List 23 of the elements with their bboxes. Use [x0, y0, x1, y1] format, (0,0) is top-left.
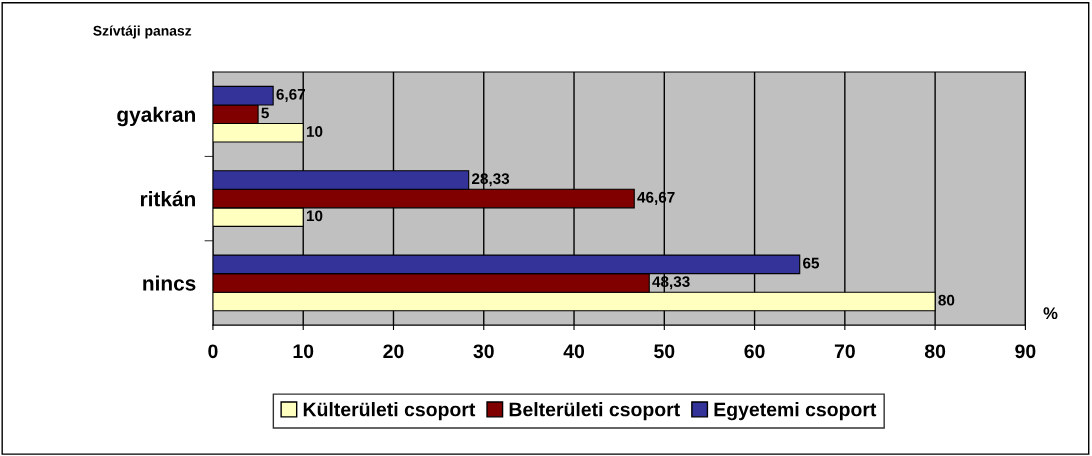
x-tick-label: 60 — [744, 344, 765, 359]
x-tick-label: 40 — [563, 344, 585, 359]
data-label: 10 — [306, 126, 323, 137]
x-tick-label: 70 — [834, 344, 855, 359]
text: % — [1043, 307, 1058, 320]
legend-label: Belterületi csoport — [509, 402, 680, 421]
data-label: 10 — [306, 210, 323, 222]
x-tick-label: 10 — [293, 344, 314, 359]
x-tick-label: 0 — [208, 344, 218, 359]
y-tick-label: gyakran — [117, 106, 195, 127]
x-tick-label: 50 — [654, 344, 675, 359]
legend-label: Külterületi csoport — [303, 402, 476, 421]
y-tick-label: nincs — [143, 275, 196, 291]
data-label: 80 — [938, 294, 955, 306]
y-tick-label: ritkán — [140, 190, 195, 207]
x-tick-label: 90 — [1015, 344, 1036, 359]
x-tick-label: 80 — [924, 344, 946, 359]
x-tick-label: 30 — [473, 344, 494, 359]
legend-label: Egyetemi csoport — [714, 402, 877, 421]
x-tick-label: 20 — [383, 344, 404, 359]
data-label: 5 — [261, 107, 269, 119]
data-label: 65 — [803, 257, 820, 269]
chart-title: Szívtáji panasz — [93, 25, 192, 39]
